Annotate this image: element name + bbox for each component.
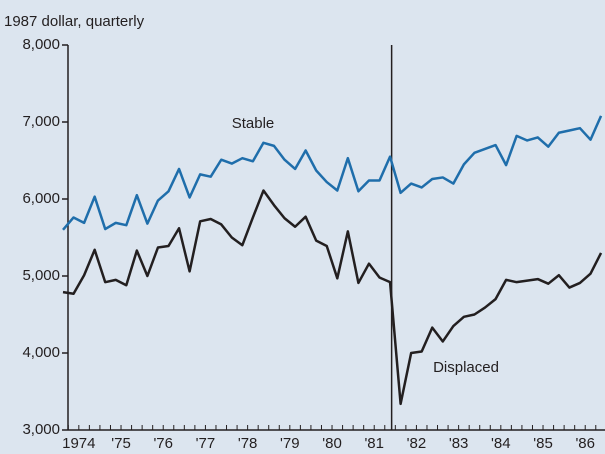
y-tick-label: 3,000 <box>22 421 60 438</box>
x-tick-label: 1974 <box>62 435 95 452</box>
series-line <box>62 115 603 231</box>
x-tick-label: '81 <box>364 435 384 452</box>
x-tick-label: '76 <box>153 435 173 452</box>
x-tick-label: '83 <box>449 435 469 452</box>
series-label: Stable <box>232 115 275 132</box>
series-label: Displaced <box>433 359 499 376</box>
y-tick-label: 8,000 <box>22 36 60 53</box>
y-tick-label: 7,000 <box>22 113 60 130</box>
series-line <box>62 189 603 406</box>
x-tick-label: '77 <box>196 435 216 452</box>
x-tick-label: '75 <box>111 435 131 452</box>
x-tick-label: '82 <box>407 435 427 452</box>
x-tick-label: '80 <box>322 435 342 452</box>
x-tick-label: '78 <box>238 435 258 452</box>
x-tick-label: '79 <box>280 435 300 452</box>
x-tick-label: '84 <box>491 435 511 452</box>
x-tick-label: '85 <box>533 435 553 452</box>
y-tick-label: 4,000 <box>22 344 60 361</box>
x-tick-label: '86 <box>575 435 595 452</box>
y-axis-label: 1987 dollar, quarterly <box>4 13 145 30</box>
y-tick-label: 5,000 <box>22 267 60 284</box>
y-tick-label: 6,000 <box>22 190 60 207</box>
